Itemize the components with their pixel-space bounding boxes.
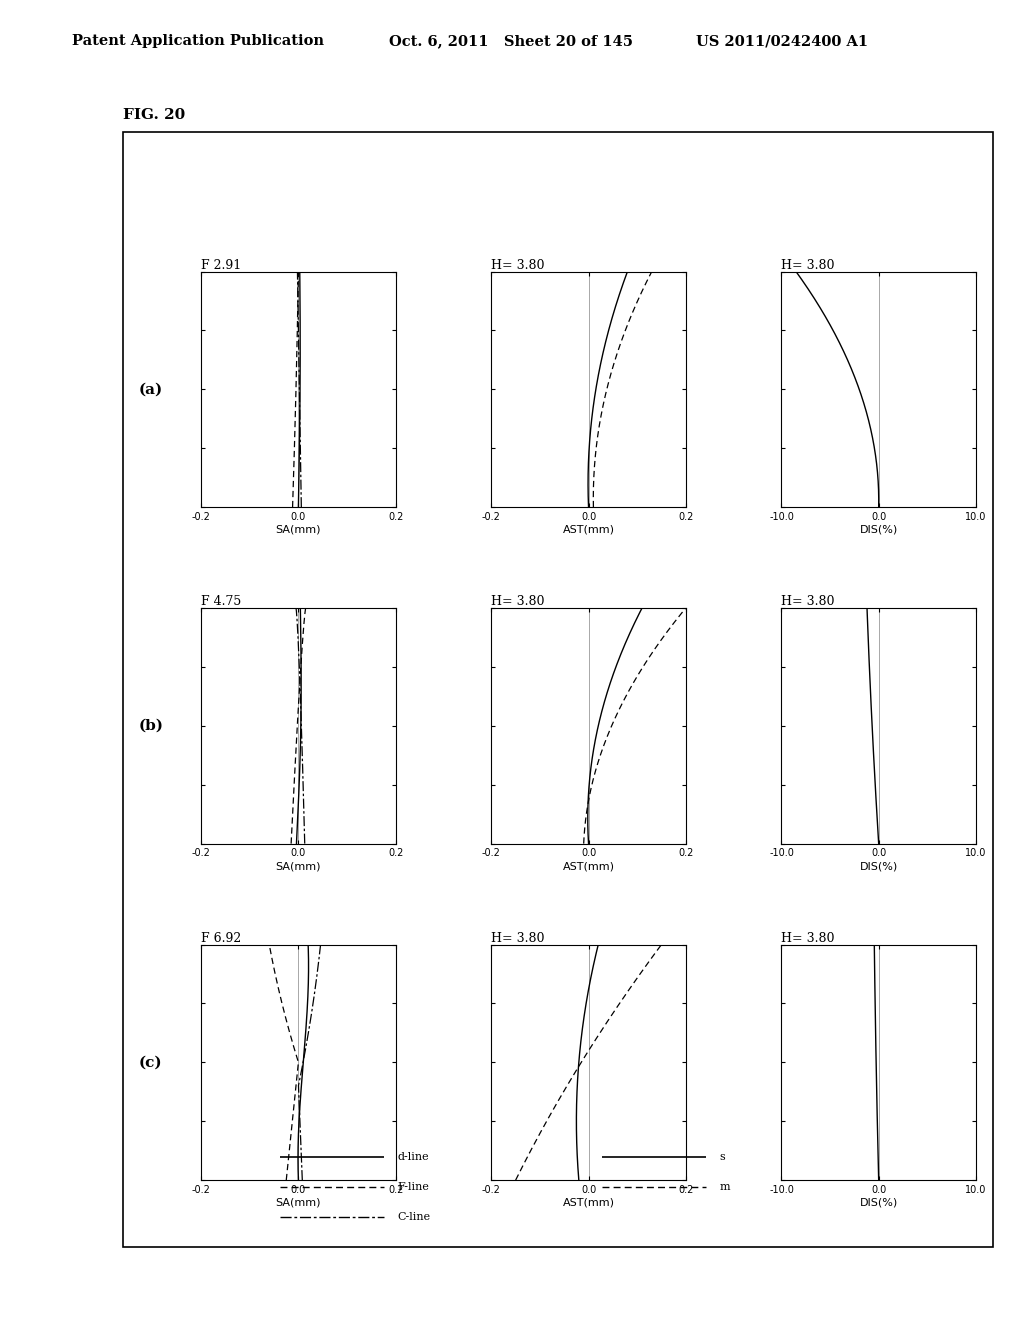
- Text: (a): (a): [138, 383, 163, 396]
- Text: H= 3.80: H= 3.80: [492, 595, 545, 609]
- X-axis label: SA(mm): SA(mm): [275, 525, 322, 535]
- X-axis label: DIS(%): DIS(%): [859, 861, 898, 871]
- X-axis label: SA(mm): SA(mm): [275, 1197, 322, 1208]
- Text: d-line: d-line: [397, 1152, 429, 1163]
- Text: s: s: [719, 1152, 725, 1163]
- Text: C-line: C-line: [397, 1212, 430, 1222]
- Text: (c): (c): [138, 1055, 162, 1069]
- Text: F 4.75: F 4.75: [201, 595, 242, 609]
- Text: H= 3.80: H= 3.80: [781, 259, 835, 272]
- Text: H= 3.80: H= 3.80: [781, 932, 835, 945]
- Text: US 2011/0242400 A1: US 2011/0242400 A1: [696, 34, 868, 49]
- X-axis label: SA(mm): SA(mm): [275, 861, 322, 871]
- X-axis label: AST(mm): AST(mm): [562, 861, 614, 871]
- X-axis label: DIS(%): DIS(%): [859, 1197, 898, 1208]
- Text: H= 3.80: H= 3.80: [492, 932, 545, 945]
- Text: H= 3.80: H= 3.80: [781, 595, 835, 609]
- X-axis label: AST(mm): AST(mm): [562, 525, 614, 535]
- Text: Patent Application Publication: Patent Application Publication: [72, 34, 324, 49]
- Text: Oct. 6, 2011   Sheet 20 of 145: Oct. 6, 2011 Sheet 20 of 145: [389, 34, 633, 49]
- Text: FIG. 20: FIG. 20: [123, 108, 185, 123]
- X-axis label: AST(mm): AST(mm): [562, 1197, 614, 1208]
- Text: H= 3.80: H= 3.80: [492, 259, 545, 272]
- Text: m: m: [719, 1181, 730, 1192]
- Text: F 6.92: F 6.92: [201, 932, 242, 945]
- Text: F-line: F-line: [397, 1181, 429, 1192]
- Text: F 2.91: F 2.91: [201, 259, 242, 272]
- Text: (b): (b): [138, 719, 163, 733]
- X-axis label: DIS(%): DIS(%): [859, 525, 898, 535]
